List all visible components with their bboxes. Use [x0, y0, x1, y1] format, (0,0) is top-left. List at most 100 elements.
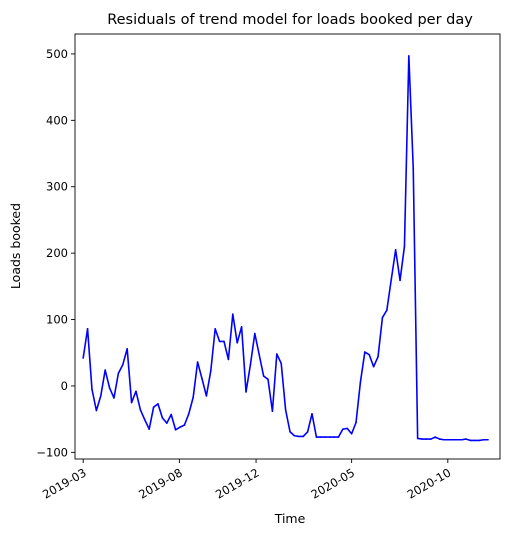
data-point — [236, 341, 238, 344]
y-tick-label: 300 — [46, 180, 68, 194]
data-point — [482, 438, 485, 441]
data-point — [218, 340, 221, 343]
data-point — [174, 428, 177, 431]
data-point — [394, 249, 397, 251]
y-tick-label: 100 — [46, 313, 68, 327]
data-point — [284, 409, 287, 411]
data-point — [311, 413, 313, 415]
y-axis: −100 0 100 200 300 400 500 — [36, 47, 75, 459]
data-point — [478, 439, 481, 442]
data-point — [196, 361, 199, 363]
data-point — [452, 438, 454, 441]
data-point — [232, 313, 234, 316]
data-point — [289, 430, 291, 433]
data-point — [293, 434, 296, 437]
data-point — [104, 369, 106, 371]
plot-area — [74, 33, 501, 460]
data-point — [86, 328, 89, 330]
data-point — [372, 365, 375, 368]
data-point — [399, 279, 401, 282]
data-point — [148, 428, 150, 430]
data-point — [438, 438, 441, 440]
data-point — [430, 438, 432, 440]
data-point — [165, 422, 168, 424]
data-point — [201, 377, 203, 380]
data-point — [421, 438, 423, 440]
data-point — [474, 439, 476, 442]
data-point — [333, 436, 335, 438]
y-tick-label: 200 — [46, 246, 68, 260]
data-point — [364, 351, 366, 353]
data-point — [205, 395, 208, 397]
series-layer — [82, 55, 489, 442]
data-point — [456, 438, 459, 441]
data-point — [245, 391, 247, 393]
data-point — [416, 437, 419, 440]
data-point — [355, 421, 357, 424]
y-axis-label: Loads booked — [8, 203, 23, 289]
x-axis-label: Time — [274, 511, 306, 526]
data-point — [143, 419, 146, 421]
data-point — [179, 426, 181, 428]
data-point — [130, 401, 133, 404]
data-point — [157, 403, 159, 405]
data-point — [258, 353, 261, 356]
data-point — [135, 390, 137, 393]
data-point — [170, 413, 172, 416]
data-point — [346, 427, 349, 430]
data-point — [117, 372, 120, 375]
data-point — [359, 381, 362, 383]
data-point — [328, 436, 331, 438]
data-point — [183, 424, 186, 426]
data-point — [298, 435, 300, 438]
y-tick-label: 0 — [61, 379, 68, 393]
data-point — [126, 347, 128, 350]
data-point — [412, 167, 415, 169]
data-point — [223, 340, 225, 343]
data-point — [403, 245, 406, 248]
data-point — [82, 357, 84, 359]
data-point — [447, 438, 450, 441]
data-point — [320, 436, 322, 438]
data-point — [381, 316, 384, 319]
data-point — [121, 363, 124, 366]
data-point — [267, 378, 269, 381]
data-point — [350, 432, 353, 435]
data-point — [390, 278, 393, 281]
data-point — [276, 353, 278, 355]
data-point — [99, 395, 102, 397]
data-point — [214, 328, 216, 330]
data-point — [254, 332, 256, 335]
data-point — [192, 396, 194, 399]
data-point — [337, 436, 340, 438]
data-point — [139, 409, 142, 411]
data-point — [161, 417, 164, 419]
data-point — [460, 438, 463, 441]
data-point — [152, 406, 155, 409]
data-point — [386, 309, 388, 312]
data-point — [262, 375, 265, 377]
chart-title: Residuals of trend model for loads booke… — [107, 12, 473, 28]
data-point — [315, 436, 318, 438]
data-point — [434, 436, 437, 438]
data-point — [324, 436, 327, 438]
data-point — [227, 358, 230, 361]
data-point — [342, 428, 344, 430]
data-point — [487, 438, 489, 441]
data-point — [280, 362, 283, 365]
data-point — [408, 55, 410, 57]
data-point — [210, 369, 212, 372]
data-point — [113, 397, 115, 399]
data-point — [368, 353, 371, 356]
data-point — [306, 430, 309, 433]
y-tick-label: −100 — [36, 445, 68, 459]
y-tick-label: 400 — [46, 113, 68, 127]
data-point — [465, 438, 467, 440]
data-point — [108, 387, 111, 389]
data-point — [377, 355, 379, 358]
data-point — [95, 409, 98, 412]
data-point — [271, 410, 274, 412]
data-point — [469, 439, 472, 442]
